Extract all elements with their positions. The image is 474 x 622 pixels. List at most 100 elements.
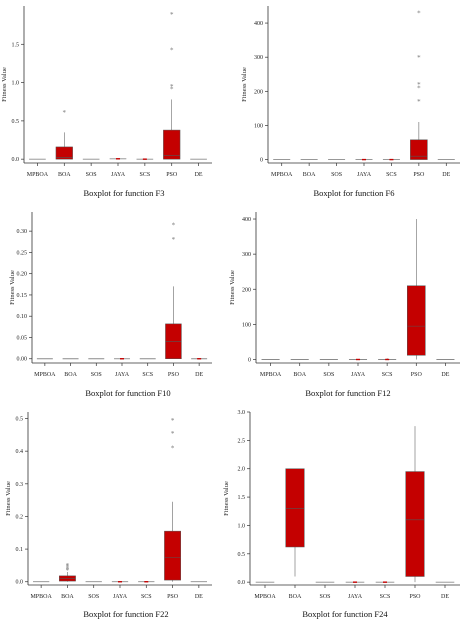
chart-caption: Boxplot for function F24: [302, 609, 388, 619]
box-scs: [378, 358, 397, 361]
outlier-point: *: [171, 417, 175, 425]
x-tick-label-mpboa: MPBOA: [27, 172, 49, 178]
outlier-point: *: [66, 562, 70, 570]
y-tick-label: 2.5: [238, 438, 246, 444]
y-tick-label: 1.0: [238, 523, 246, 529]
y-tick-label: 0.0: [16, 580, 24, 586]
x-tick-label-mpboa: MPBOA: [254, 594, 276, 600]
y-axis-title: Fitness Value: [229, 270, 236, 305]
x-tick-label-scs: SCS: [142, 372, 153, 378]
outlier-point: *: [172, 236, 176, 244]
outlier-point: *: [170, 83, 174, 91]
x-tick-label-mpboa: MPBOA: [260, 372, 282, 378]
outlier-point: *: [171, 430, 175, 438]
y-tick-label: 0.5: [238, 552, 246, 558]
outlier-point: *: [171, 445, 175, 453]
y-tick-label: 0.05: [17, 335, 28, 341]
y-tick-label: 400: [254, 21, 263, 27]
y-tick-label: 0.4: [16, 449, 24, 455]
outlier-point: *: [417, 85, 421, 93]
x-tick-label-sos: SOS: [88, 594, 99, 600]
outlier-point: *: [170, 11, 174, 19]
box-pso: *****: [410, 9, 428, 160]
chart-caption: Boxplot for function F10: [85, 388, 170, 398]
y-tick-label: 200: [254, 89, 263, 95]
y-axis-title: Fitness Value: [241, 67, 248, 102]
box-boa: [285, 468, 305, 577]
x-tick-label-mpboa: MPBOA: [271, 172, 293, 178]
x-tick-label-sos: SOS: [319, 594, 330, 600]
y-axis-title: Fitness Value: [9, 270, 16, 305]
y-tick-label: 0: [248, 357, 251, 363]
iqr-box: [407, 285, 426, 356]
iqr-box: [163, 129, 181, 160]
x-tick-label-boa: BOA: [289, 594, 302, 600]
x-tick-label-sos: SOS: [331, 172, 342, 178]
y-tick-label: 100: [242, 322, 251, 328]
boxplot-panel-5: 0.0 0.1 0.2 0.3 0.4 0.5 Fitness Value MPBOA BOA S…: [5, 412, 212, 619]
y-tick-label: 3.0: [238, 410, 246, 416]
y-tick-label: 0.30: [17, 229, 28, 235]
x-tick-label-de: DE: [441, 594, 449, 600]
x-tick-label-de: DE: [195, 372, 203, 378]
outlier-point: *: [66, 567, 70, 575]
x-tick-label-de: DE: [441, 372, 449, 378]
x-tick-label-jaya: JAYA: [111, 172, 126, 178]
x-tick-label-pso: PSO: [413, 172, 425, 178]
y-tick-label: 0.20: [17, 272, 28, 278]
box-pso: [407, 219, 426, 360]
y-tick-label: 0.1: [16, 547, 24, 553]
y-tick-label: 0.00: [17, 357, 28, 363]
x-tick-label-jaya: JAYA: [348, 594, 363, 600]
y-tick-label: 0.10: [17, 314, 28, 320]
x-tick-label-jaya: JAYA: [115, 372, 130, 378]
y-tick-label: 100: [254, 123, 263, 129]
x-tick-label-boa: BOA: [64, 372, 77, 378]
outlier-point: *: [170, 46, 174, 54]
y-tick-label: 1.5: [12, 42, 20, 48]
x-tick-label-scs: SCS: [140, 172, 151, 178]
x-tick-label-jaya: JAYA: [351, 372, 366, 378]
chart-caption: Boxplot for function F3: [84, 188, 165, 198]
outlier-point: *: [170, 85, 174, 93]
outlier-point: *: [66, 564, 70, 572]
outlier-point: *: [417, 81, 421, 89]
boxplot-panel-4: 0 100 200 300 400 Fitness Value MPBOA BOA SOS JAY…: [229, 212, 460, 398]
box-pso: ****: [163, 11, 181, 160]
x-tick-label-pso: PSO: [167, 594, 179, 600]
y-tick-label: 200: [242, 287, 251, 293]
x-tick-label-de: DE: [195, 172, 203, 178]
y-axis-title: Fitness Value: [223, 481, 230, 516]
box-boa: *: [55, 109, 73, 160]
x-tick-label-scs: SCS: [382, 372, 393, 378]
chart-caption: Boxplot for function F12: [305, 388, 390, 398]
box-pso: [405, 426, 425, 583]
y-tick-label: 400: [242, 217, 251, 223]
y-tick-label: 300: [242, 252, 251, 258]
x-tick-label-jaya: JAYA: [357, 172, 372, 178]
y-tick-label: 0.0: [12, 157, 20, 163]
y-tick-label: 0.3: [16, 482, 24, 488]
box-pso: **: [165, 221, 182, 359]
y-tick-label: 0: [260, 158, 263, 164]
x-tick-label-pso: PSO: [409, 594, 421, 600]
boxplot-panel-6: 0.0 0.5 1.0 1.5 2.0 2.5 3.0 Fitness Value MPBOA B…: [223, 410, 460, 619]
iqr-box: [55, 146, 73, 160]
outlier-point: *: [172, 221, 176, 229]
y-tick-label: 300: [254, 55, 263, 61]
y-tick-label: 0.2: [16, 514, 24, 520]
y-tick-label: 0.5: [16, 417, 24, 423]
chart-caption: Boxplot for function F22: [83, 609, 168, 619]
x-tick-label-pso: PSO: [168, 372, 180, 378]
y-tick-label: 2.0: [238, 467, 246, 473]
y-tick-label: 0.0: [238, 580, 246, 586]
boxplot-panel-2: 0 100 200 300 400 Fitness Value MPBOA BOA SOS JAY…: [241, 6, 460, 198]
x-tick-label-sos: SOS: [91, 372, 102, 378]
iqr-box: [165, 323, 182, 359]
y-tick-label: 0.15: [17, 293, 28, 299]
outlier-point: *: [63, 109, 67, 117]
x-tick-label-boa: BOA: [61, 594, 74, 600]
outlier-point: *: [417, 98, 421, 106]
iqr-box: [410, 139, 428, 160]
